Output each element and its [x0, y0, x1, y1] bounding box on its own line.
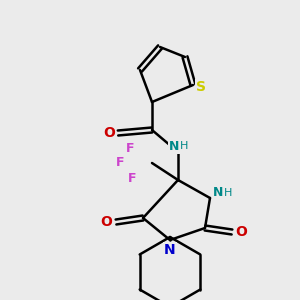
Text: F: F [128, 172, 136, 184]
Text: F: F [126, 142, 134, 154]
Text: N: N [213, 185, 223, 199]
Text: S: S [196, 80, 206, 94]
Text: H: H [180, 141, 188, 151]
Text: H: H [224, 188, 232, 198]
Text: F: F [116, 157, 124, 169]
Text: N: N [169, 140, 179, 154]
Text: N: N [164, 243, 176, 257]
Text: O: O [100, 215, 112, 229]
Text: O: O [235, 225, 247, 239]
Text: O: O [103, 126, 115, 140]
